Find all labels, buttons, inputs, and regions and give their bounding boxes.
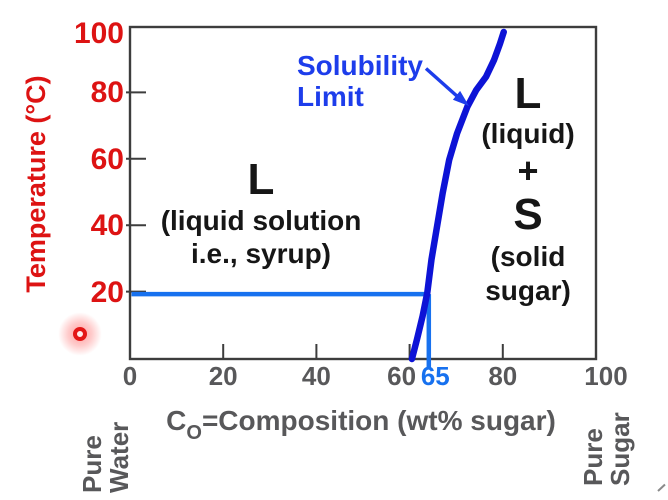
- x-tick-label-20: 20: [208, 361, 238, 391]
- x-axis-title-symbol: C: [166, 405, 187, 436]
- solubility-limit-line1: Solubility: [297, 50, 423, 81]
- region-ls-symbol-s: S: [513, 190, 543, 239]
- solubility-limit-label: Solubility Limit: [297, 50, 423, 112]
- plot-border: [128, 25, 598, 361]
- x-tick-label-65: 65: [420, 361, 450, 391]
- y-tick-label-60: 60: [90, 142, 124, 176]
- y-tick-label-80: 80: [90, 76, 124, 110]
- laser-pointer-dot: [58, 312, 102, 356]
- region-ls-sugar: sugar): [485, 275, 571, 306]
- solubility-arrow-shaft: [424, 67, 460, 99]
- region-ls-solid: (solid: [490, 241, 566, 272]
- region-ls-liquid: (liquid): [481, 118, 575, 149]
- region-ls-plus: +: [517, 150, 539, 191]
- x-axis-title-rest: =Composition (wt% sugar): [201, 405, 556, 436]
- x-tick-label-100: 100: [584, 361, 628, 391]
- region-liquid-symbol: L: [247, 155, 275, 204]
- x-tick-label-40: 40: [301, 361, 331, 391]
- region-label-liquid-plus-solid: L (liquid) + S (solid sugar): [481, 72, 574, 308]
- x-tick-label-60: 60: [387, 361, 417, 391]
- pure-water-label: Pure Water: [77, 383, 135, 493]
- laser-pointer-ring: [73, 327, 87, 341]
- region-label-liquid: L (liquid solution i.e., syrup): [161, 156, 362, 270]
- y-tick-label-40: 40: [90, 209, 124, 243]
- x-axis-title-subscript: O: [186, 421, 202, 444]
- x-tick-label-80: 80: [488, 361, 518, 391]
- y-tick-label-100: 100: [73, 17, 124, 50]
- y-tick-label-20: 20: [90, 275, 124, 309]
- solubility-curve: [408, 28, 507, 363]
- x-tick-label-0: 0: [122, 361, 138, 391]
- solubility-arrow-head: [452, 90, 469, 106]
- corner-mark: [657, 483, 666, 492]
- region-liquid-line2: (liquid solution: [160, 205, 362, 236]
- y-axis-title: Temperature (°C): [21, 75, 51, 293]
- region-liquid-line3: i.e., syrup): [190, 238, 332, 269]
- pure-water-line1: Pure: [77, 435, 107, 493]
- region-ls-symbol-l: L: [514, 69, 542, 118]
- solubility-limit-line2: Limit: [297, 81, 364, 112]
- pure-water-line2: Water: [104, 421, 134, 493]
- x-axis-title: CO=Composition (wt% sugar): [166, 405, 556, 443]
